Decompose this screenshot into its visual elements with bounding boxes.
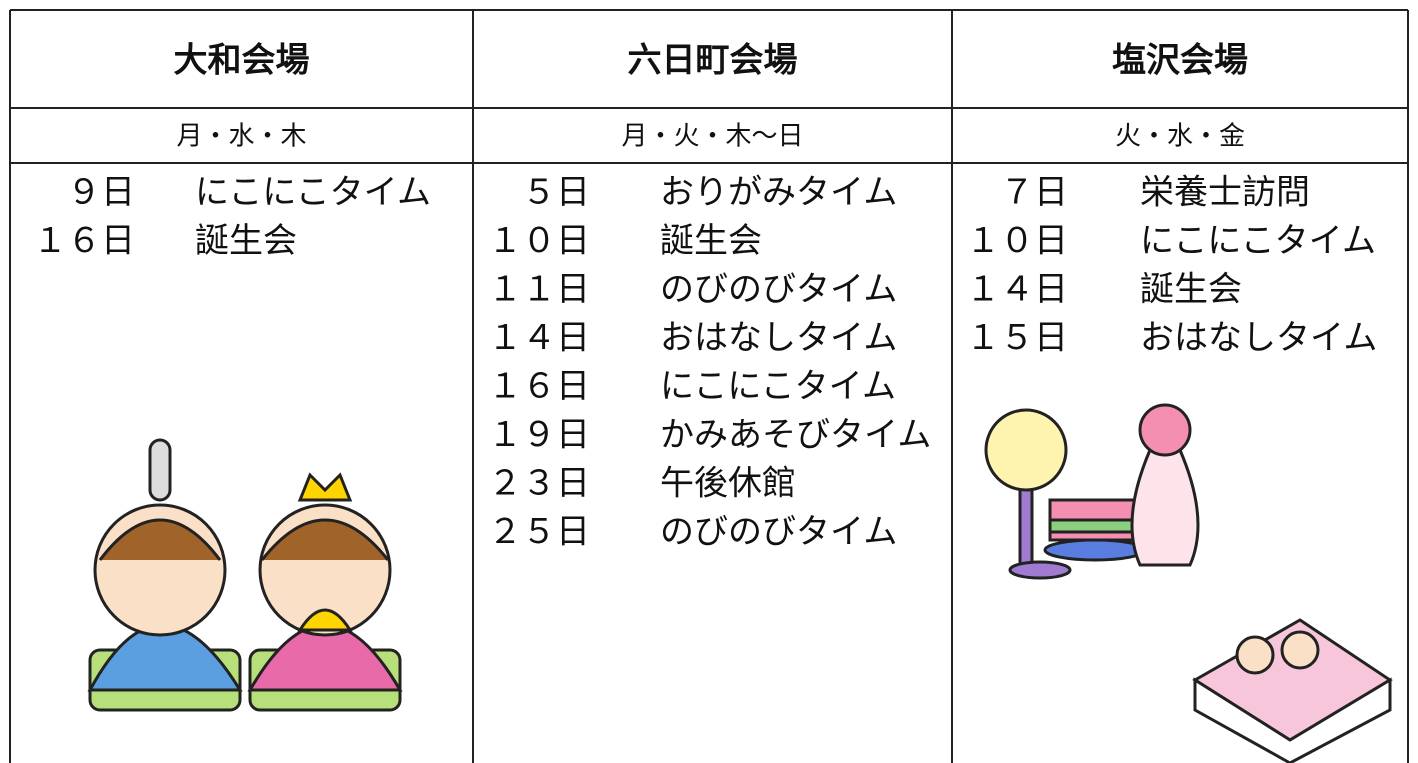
venue-days: 月・火・木～日	[621, 122, 803, 152]
venue-days: 火・水・金	[1115, 122, 1245, 152]
hina-dolls-illustration	[87, 438, 403, 712]
event-title: 誕生会	[660, 221, 762, 261]
event-date: ９日	[67, 173, 135, 213]
event-date: １６日	[488, 367, 590, 407]
event-title: 誕生会	[1140, 270, 1242, 310]
event-date: １１日	[488, 270, 590, 310]
venue-name: 塩沢会場	[1112, 41, 1248, 81]
event-date: ２５日	[488, 512, 590, 552]
event-title: のびのびタイム	[660, 270, 897, 310]
event-date: ２３日	[488, 464, 590, 504]
event-date: ５日	[522, 173, 590, 213]
event-title: にこにこタイム	[195, 173, 431, 213]
event-title: おりがみタイム	[660, 173, 897, 213]
event-date: １９日	[488, 415, 590, 455]
event-date: １４日	[488, 318, 590, 358]
hina-decor-illustration	[984, 403, 1393, 763]
event-date: １５日	[966, 318, 1068, 358]
event-title: かみあそびタイム	[660, 415, 931, 455]
event-date: １６日	[33, 221, 135, 261]
event-title: にこにこタイム	[1140, 221, 1376, 261]
event-date: １０日	[488, 221, 590, 261]
event-date: ７日	[1000, 173, 1068, 213]
event-title: おはなしタイム	[660, 318, 897, 358]
venue-days: 月・水・木	[176, 122, 306, 152]
venue-name: 大和会場	[174, 41, 310, 81]
event-title: 午後休館	[660, 464, 796, 504]
event-title: 栄養士訪問	[1140, 173, 1310, 213]
venue-name: 六日町会場	[628, 41, 798, 81]
event-title: にこにこタイム	[660, 367, 896, 407]
event-title: 誕生会	[195, 221, 297, 261]
event-title: のびのびタイム	[660, 512, 897, 552]
event-title: おはなしタイム	[1140, 318, 1377, 358]
event-date: １４日	[966, 270, 1068, 310]
table-rules	[9, 9, 1409, 763]
event-date: １０日	[966, 221, 1068, 261]
